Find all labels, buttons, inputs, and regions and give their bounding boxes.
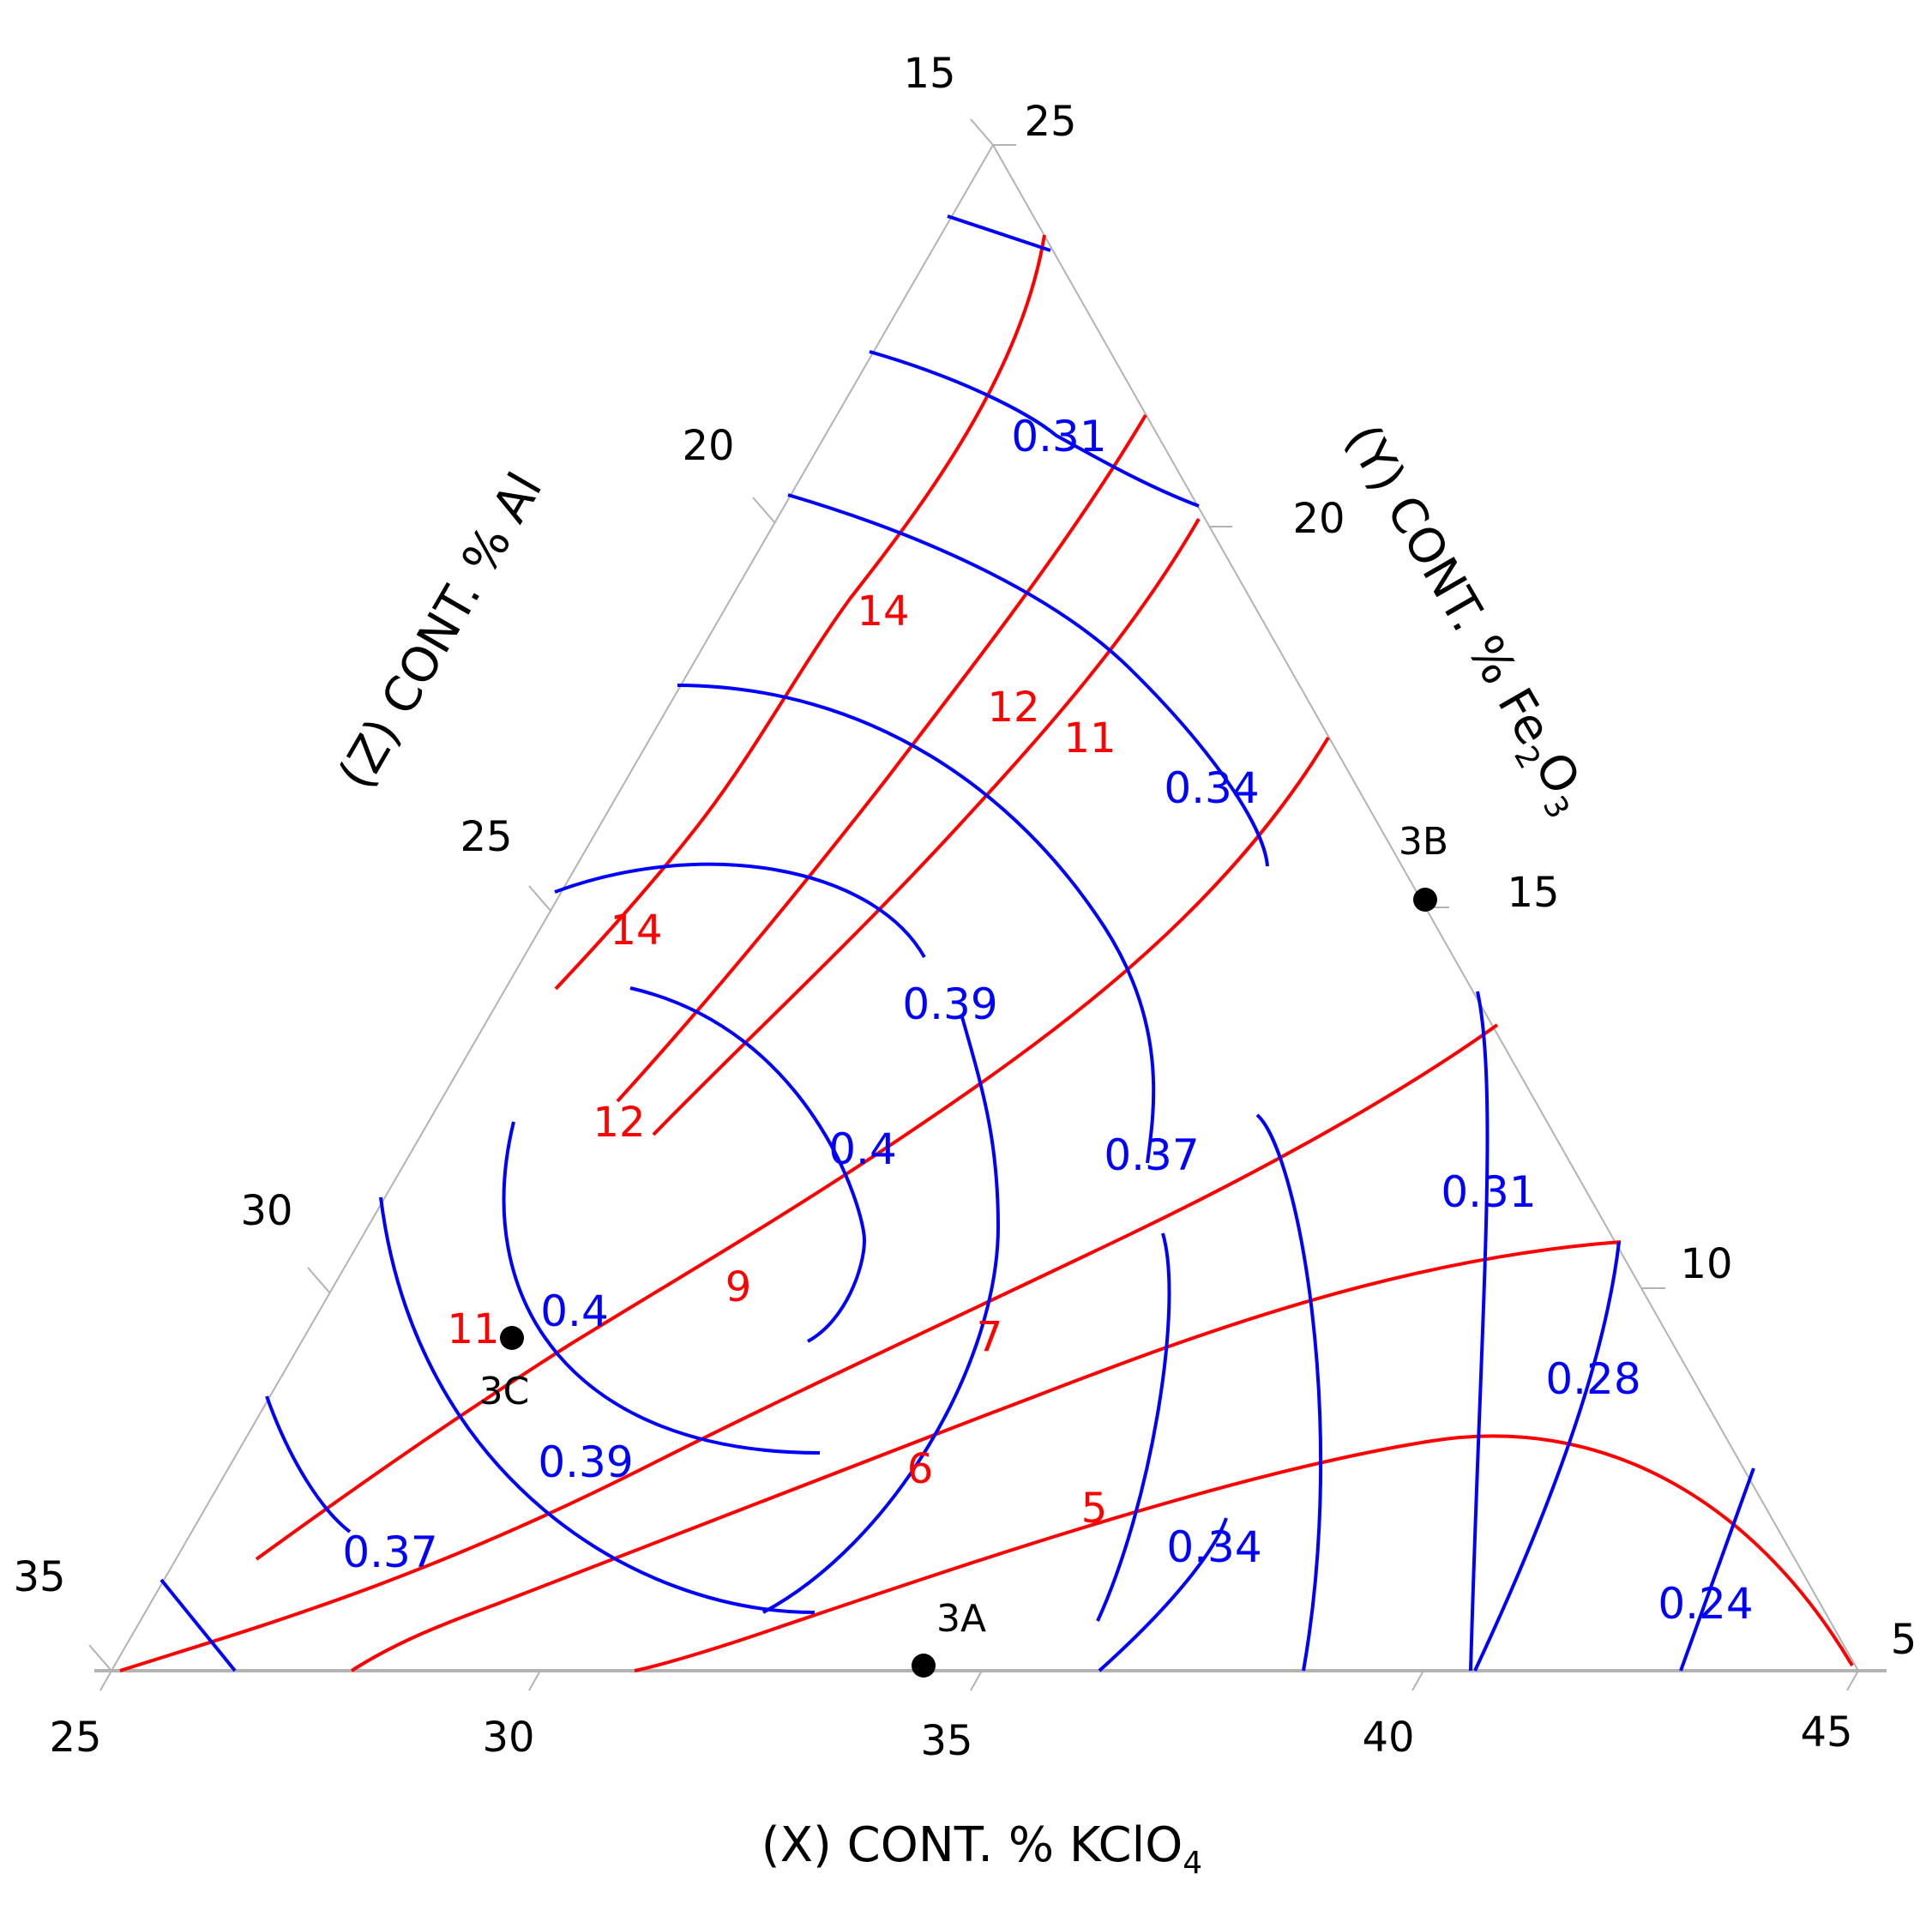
- blue-contour-10: [1096, 1232, 1171, 1622]
- x-tick-45: [1846, 1670, 1859, 1691]
- x-axis-title: (X) CONT. % KClO4: [761, 1817, 1202, 1881]
- blue-label-04-top: 0.4: [828, 1124, 897, 1174]
- red-contour-b: [616, 413, 1147, 1103]
- red-label-9: 9: [725, 1263, 752, 1311]
- y-tick-label-25: 25: [1024, 98, 1076, 146]
- y-axis-title: (Y) CONT. % Fe2O3: [1327, 415, 1600, 824]
- z-tick-30: [307, 1267, 331, 1294]
- tick-labels: 25 30 35 40 45 15 20 25 30 35 25 20 15 1…: [13, 50, 1917, 1765]
- blue-contour-labels: 0.31 0.34 0.39 0.4 0.37 0.31 0.4 0.39 0.…: [342, 412, 1753, 1629]
- blue-contour-13: [1473, 1241, 1621, 1672]
- z-tick-label-35: 35: [13, 1553, 65, 1601]
- point-3a-label: 3A: [936, 1597, 986, 1641]
- z-tick-15: [970, 118, 994, 146]
- z-tick-35: [88, 1644, 112, 1672]
- y-tick-label-15: 15: [1507, 869, 1559, 917]
- blue-contour-7: [629, 986, 867, 1343]
- blue-label-031-right: 0.31: [1441, 1167, 1536, 1217]
- red-contour-g: [634, 1434, 1854, 1672]
- red-contour-a: [554, 234, 1046, 991]
- red-label-6: 6: [907, 1445, 934, 1493]
- blue-label-039-bottom: 0.39: [538, 1437, 633, 1487]
- x-tick-25: [99, 1670, 112, 1691]
- blue-contour-8: [502, 1121, 821, 1455]
- red-label-12-top: 12: [987, 684, 1039, 732]
- z-tick-25: [528, 885, 552, 913]
- z-tick-label-30: 30: [240, 1187, 292, 1235]
- red-label-12-mid: 12: [593, 1099, 645, 1147]
- z-tick-20: [752, 497, 776, 524]
- blue-contour-4: [677, 684, 1156, 1164]
- blue-label-04-bottom: 0.4: [540, 1286, 609, 1336]
- point-3b: [1413, 888, 1437, 912]
- red-contour-f: [350, 1240, 1622, 1672]
- z-tick-label-25: 25: [460, 813, 512, 861]
- red-label-5: 5: [1081, 1485, 1108, 1533]
- blue-contour-12: [1469, 991, 1490, 1672]
- x-tick-label-40: 40: [1362, 1714, 1414, 1762]
- red-contour-d: [255, 736, 1330, 1561]
- blue-contour-2: [869, 350, 1200, 508]
- x-axis-title-sub: 4: [1183, 1846, 1202, 1881]
- red-label-14-top: 14: [857, 587, 909, 636]
- y-tick-label-10: 10: [1680, 1240, 1732, 1288]
- blue-label-028: 0.28: [1545, 1354, 1640, 1404]
- blue-label-034-bottom: 0.34: [1166, 1522, 1261, 1572]
- y-axis-title-main: (Y) CONT. % Fe: [1334, 415, 1562, 754]
- point-3a: [912, 1654, 936, 1678]
- data-points: 3A 3B 3C: [479, 820, 1448, 1678]
- red-label-11-top: 11: [1063, 714, 1116, 762]
- ternary-frame: [94, 144, 1887, 1672]
- blue-label-039-top: 0.39: [902, 979, 997, 1029]
- red-label-11-mid: 11: [447, 1305, 499, 1353]
- red-contour-c: [652, 517, 1201, 1136]
- x-tick-label-35: 35: [920, 1717, 972, 1765]
- blue-label-037-mid: 0.37: [1104, 1130, 1199, 1180]
- blue-contour-15: [265, 1395, 352, 1533]
- blue-contour-17: [1098, 1517, 1228, 1672]
- z-tick-label-20: 20: [682, 422, 734, 470]
- y-tick-label-5: 5: [1891, 1616, 1917, 1664]
- blue-contour-6: [762, 1016, 1001, 1614]
- z-tick-label-15: 15: [903, 50, 955, 98]
- x-tick-label-30: 30: [482, 1714, 534, 1762]
- blue-label-031-top: 0.31: [1011, 412, 1106, 461]
- x-tick-40: [1411, 1670, 1424, 1691]
- blue-contour-5: [554, 862, 926, 958]
- blue-contours: [159, 214, 1755, 1672]
- point-3c-label: 3C: [479, 1370, 530, 1413]
- y-tick-label-20: 20: [1292, 495, 1345, 543]
- blue-contour-3: [787, 493, 1269, 867]
- point-3b-label: 3B: [1399, 820, 1448, 864]
- z-axis-title: (Z) CONT. % Al: [328, 464, 554, 798]
- red-label-14-mid: 14: [610, 907, 662, 955]
- blue-contour-1: [947, 214, 1051, 252]
- x-tick-label-45: 45: [1800, 1708, 1852, 1756]
- blue-contour-16: [159, 1578, 237, 1672]
- x-tick-label-25: 25: [49, 1714, 101, 1762]
- red-contours: [119, 234, 1854, 1672]
- blue-contour-11: [1255, 1113, 1323, 1672]
- blue-label-034-top: 0.34: [1164, 763, 1259, 813]
- point-3c: [500, 1326, 524, 1350]
- axis-ticks: [88, 118, 1881, 1691]
- blue-label-037-bottom: 0.37: [342, 1527, 437, 1577]
- red-label-7: 7: [977, 1313, 1003, 1361]
- x-axis-title-main: (X) CONT. % KClO: [761, 1817, 1183, 1873]
- blue-contour-9: [379, 1196, 816, 1614]
- red-contour-labels: 14 12 11 14 12 11 9 7 6 5: [447, 587, 1116, 1533]
- red-contour-e: [119, 1023, 1499, 1672]
- blue-contour-14: [1679, 1467, 1755, 1672]
- x-tick-35: [970, 1670, 983, 1691]
- x-tick-30: [528, 1670, 541, 1691]
- left-edge: [111, 144, 994, 1672]
- blue-label-024: 0.24: [1658, 1579, 1753, 1629]
